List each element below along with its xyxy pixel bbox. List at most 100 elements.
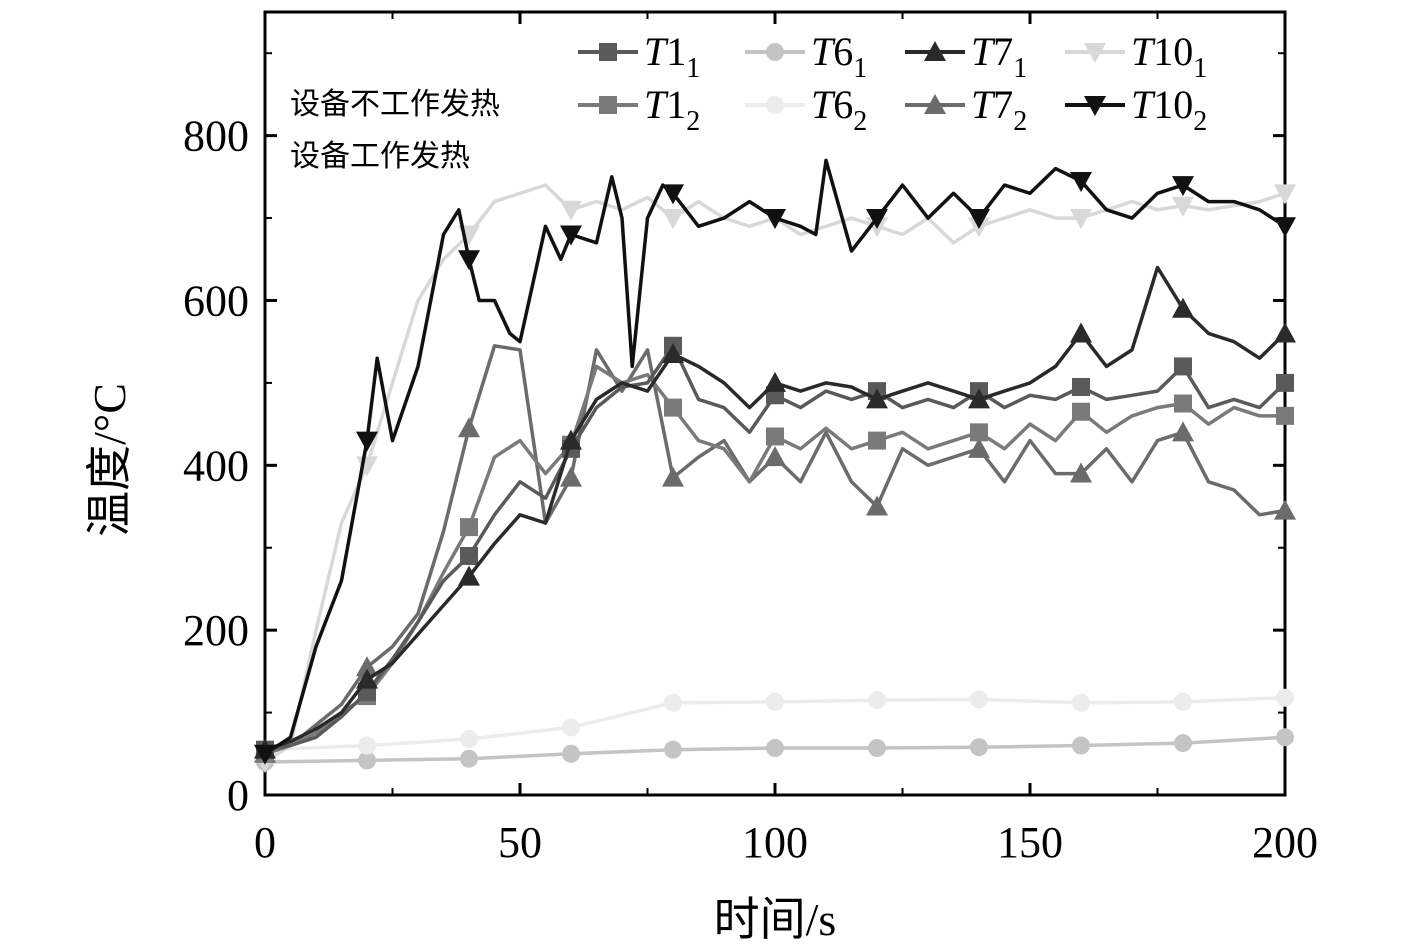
data-point bbox=[866, 209, 888, 230]
data-point bbox=[1174, 734, 1192, 753]
legend-marker bbox=[1084, 43, 1106, 63]
data-point bbox=[460, 729, 478, 748]
data-point bbox=[254, 744, 276, 765]
legend-item-t1-2: T12 bbox=[578, 82, 700, 137]
data-point bbox=[1174, 394, 1192, 413]
legend-item-t6-2: T62 bbox=[745, 82, 867, 137]
y-axis-title: 温度/°C bbox=[84, 383, 135, 537]
legend-label: T71 bbox=[971, 29, 1027, 84]
legend-item-t7-2: T72 bbox=[905, 82, 1027, 137]
annotation-1: 设备不工作发热 bbox=[290, 87, 500, 122]
x-tick-label: 150 bbox=[997, 818, 1063, 867]
data-point bbox=[1072, 693, 1090, 712]
data-point bbox=[1172, 196, 1194, 217]
x-tick-label: 50 bbox=[498, 818, 542, 867]
legend-marker bbox=[924, 41, 946, 61]
data-point bbox=[970, 423, 988, 442]
legend-label: T11 bbox=[644, 29, 700, 84]
data-point bbox=[1070, 462, 1092, 483]
annotation-2: 设备工作发热 bbox=[290, 139, 470, 174]
data-point bbox=[458, 250, 480, 271]
legend-marker bbox=[599, 96, 617, 114]
legend-label: T72 bbox=[971, 82, 1027, 137]
data-point bbox=[766, 692, 784, 711]
data-point bbox=[356, 431, 378, 452]
data-point bbox=[458, 417, 480, 438]
data-point bbox=[1072, 378, 1090, 397]
data-point bbox=[1274, 499, 1296, 520]
legend-item-t10-1: T101 bbox=[1065, 29, 1207, 84]
data-point bbox=[764, 446, 786, 467]
data-point bbox=[664, 398, 682, 417]
data-point bbox=[460, 546, 478, 565]
data-point bbox=[460, 518, 478, 537]
data-point bbox=[1274, 217, 1296, 238]
series-t10-2 bbox=[254, 158, 1296, 765]
series-t6-1 bbox=[256, 728, 1294, 772]
legend-item-t6-1: T61 bbox=[745, 29, 867, 84]
y-tick-label: 400 bbox=[183, 441, 249, 490]
data-point bbox=[562, 744, 580, 763]
series-t1-2 bbox=[256, 364, 1294, 763]
data-point bbox=[358, 751, 376, 770]
data-point bbox=[560, 225, 582, 246]
data-point bbox=[764, 209, 786, 230]
legend-label: T12 bbox=[644, 82, 700, 137]
data-point bbox=[356, 668, 378, 689]
legend-marker bbox=[599, 43, 617, 61]
legend-marker bbox=[766, 96, 784, 114]
series-line bbox=[264, 183, 1286, 764]
data-point bbox=[866, 388, 888, 409]
data-point bbox=[1274, 322, 1296, 343]
data-point bbox=[358, 736, 376, 755]
data-point bbox=[562, 718, 580, 737]
legend-item-t10-2: T102 bbox=[1065, 82, 1207, 137]
data-point bbox=[968, 388, 990, 409]
data-point bbox=[1172, 176, 1194, 197]
legend-label: T102 bbox=[1131, 82, 1207, 137]
y-tick-label: 0 bbox=[227, 771, 249, 820]
data-point bbox=[1174, 692, 1192, 711]
series-t7-1 bbox=[254, 265, 1296, 759]
data-point bbox=[1276, 728, 1294, 747]
data-point bbox=[1172, 297, 1194, 318]
data-point bbox=[460, 749, 478, 768]
data-point bbox=[1172, 421, 1194, 442]
data-point bbox=[866, 495, 888, 516]
data-point bbox=[560, 466, 582, 487]
data-point bbox=[1276, 688, 1294, 707]
series-line bbox=[264, 344, 1286, 756]
data-point bbox=[868, 739, 886, 758]
data-point bbox=[662, 184, 684, 205]
data-point bbox=[1276, 373, 1294, 392]
series-line bbox=[264, 344, 1287, 752]
data-point bbox=[662, 209, 684, 230]
data-point bbox=[1070, 209, 1092, 230]
x-tick-label: 100 bbox=[742, 818, 808, 867]
series-t10-1 bbox=[254, 183, 1296, 774]
legend-label: T61 bbox=[811, 29, 867, 84]
data-point bbox=[968, 437, 990, 458]
series-group bbox=[254, 158, 1296, 774]
data-point bbox=[968, 209, 990, 230]
legend-item-t1-1: T11 bbox=[578, 29, 700, 84]
data-point bbox=[664, 693, 682, 712]
series-line bbox=[264, 265, 1287, 752]
data-point bbox=[868, 431, 886, 450]
legend: T11 T61 T71 T101 T12 T62 T72 T102 bbox=[578, 29, 1207, 137]
y-tick-label: 600 bbox=[183, 276, 249, 325]
data-point bbox=[970, 738, 988, 757]
data-point bbox=[970, 690, 988, 709]
data-point bbox=[764, 371, 786, 392]
x-tick-label: 200 bbox=[1252, 818, 1318, 867]
data-point bbox=[1276, 406, 1294, 425]
data-point bbox=[1072, 736, 1090, 755]
legend-marker bbox=[1084, 96, 1106, 116]
legend-marker bbox=[924, 94, 946, 114]
x-axis-title: 时间/s bbox=[714, 894, 837, 943]
data-point bbox=[766, 739, 784, 758]
data-point bbox=[1274, 184, 1296, 205]
